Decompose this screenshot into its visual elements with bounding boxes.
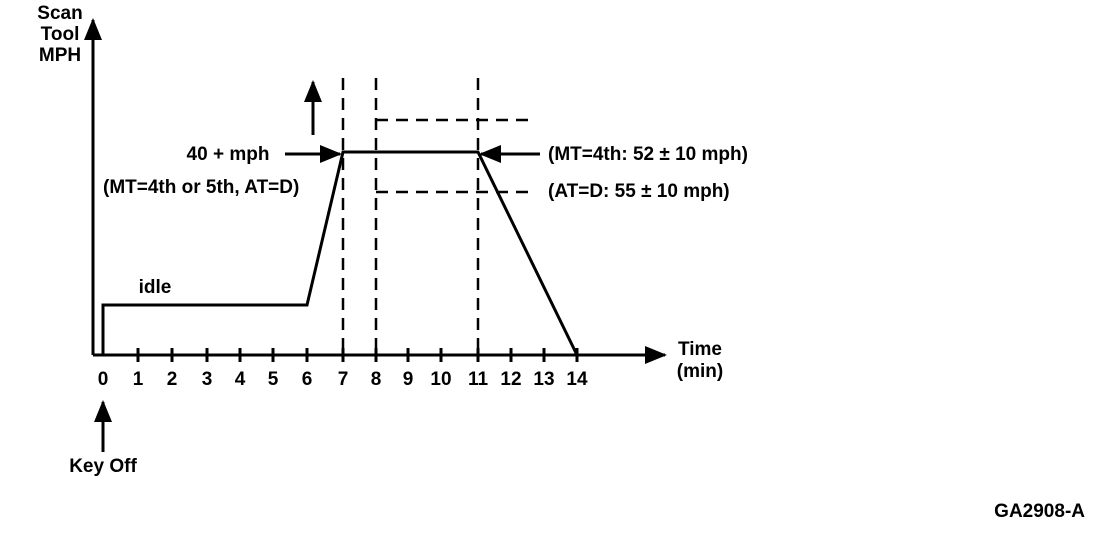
y-axis-label: Tool [41,24,80,45]
annotation: 40 + mph [187,144,270,165]
x-axis-label: Time [678,339,722,360]
annotation: (MT=4th or 5th, AT=D) [103,177,299,198]
annotation: (MT=4th: 52 ± 10 mph) [548,144,748,165]
x-axis-label: (min) [677,361,723,382]
x-tick-label: 7 [338,369,349,390]
y-axis-label: MPH [39,45,81,66]
x-tick-label: 3 [202,369,213,390]
speed-profile [101,150,579,356]
x-tick-label: 1 [133,369,144,390]
x-tick-label: 12 [500,369,521,390]
x-tick-label: 6 [302,369,313,390]
x-tick-label: 5 [268,369,279,390]
x-tick-label: 2 [167,369,178,390]
annotation: idle [139,277,172,298]
x-tick-label: 13 [533,369,554,390]
x-tick-label: 9 [403,369,414,390]
figure-id: GA2908-A [994,501,1085,522]
annotation: (AT=D: 55 ± 10 mph) [548,181,730,202]
x-tick-label: 11 [468,369,489,390]
x-tick-label: 8 [371,369,382,390]
y-axis-label: Scan [37,3,82,24]
annotation: Key Off [69,456,137,477]
x-tick-label: 14 [566,369,588,390]
x-tick-label: 10 [430,369,451,390]
x-tick-label: 0 [98,369,109,390]
x-tick-label: 4 [235,369,246,390]
